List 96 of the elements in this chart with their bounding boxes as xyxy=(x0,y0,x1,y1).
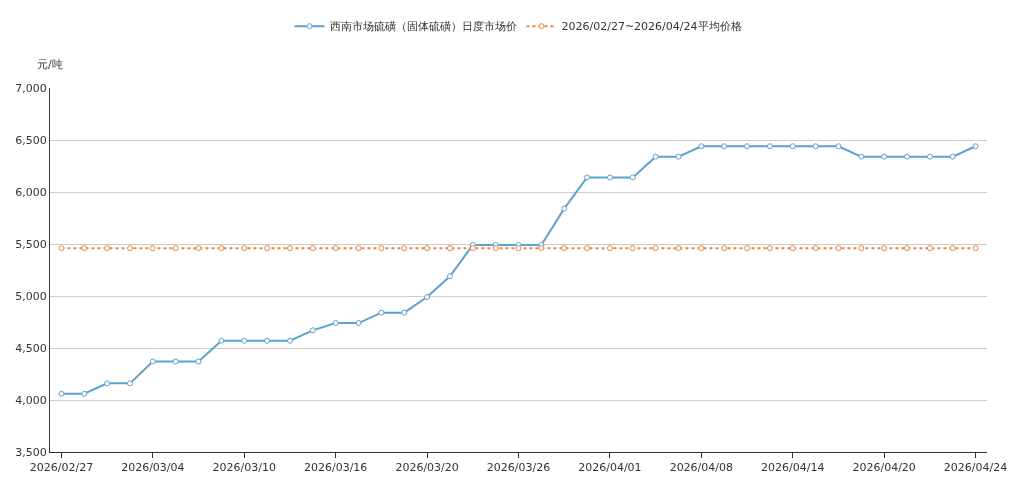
point xyxy=(104,380,111,387)
point xyxy=(264,337,271,344)
point xyxy=(721,143,728,150)
y-tick-label: 7,000 xyxy=(15,81,47,95)
point xyxy=(926,153,933,160)
point xyxy=(812,245,819,252)
point xyxy=(858,245,865,252)
point xyxy=(835,143,842,150)
point xyxy=(264,245,271,252)
point xyxy=(172,245,179,252)
point xyxy=(629,245,636,252)
point xyxy=(126,245,133,252)
point xyxy=(972,245,979,252)
point xyxy=(195,245,202,252)
legend-label: 2026/02/27~2026/04/24平均价格 xyxy=(561,20,742,34)
point xyxy=(675,153,682,160)
point xyxy=(926,245,933,252)
point xyxy=(172,358,179,365)
point xyxy=(126,380,133,387)
point xyxy=(332,245,339,252)
point xyxy=(835,245,842,252)
point xyxy=(652,245,659,252)
point xyxy=(698,143,705,150)
point xyxy=(652,153,659,160)
point xyxy=(401,245,408,252)
point xyxy=(149,358,156,365)
point xyxy=(104,245,111,252)
point xyxy=(424,294,431,301)
point xyxy=(584,174,591,181)
y-tick-label: 3,500 xyxy=(15,445,47,459)
point xyxy=(606,174,613,181)
point xyxy=(881,245,888,252)
point xyxy=(766,143,773,150)
x-tick-label: 2026/03/10 xyxy=(212,461,276,475)
x-tick-label: 2026/03/26 xyxy=(486,461,551,475)
x-tick-label: 2026/04/01 xyxy=(578,461,642,475)
point xyxy=(401,309,408,316)
point xyxy=(446,245,453,252)
point xyxy=(309,245,316,252)
point xyxy=(675,245,682,252)
y-tick-label: 4,000 xyxy=(15,393,47,407)
point xyxy=(378,245,385,252)
point xyxy=(789,143,796,150)
point xyxy=(949,153,956,160)
point xyxy=(218,337,225,344)
point xyxy=(972,143,979,150)
point xyxy=(149,245,156,252)
point xyxy=(744,143,751,150)
point xyxy=(446,273,453,280)
x-tick-label: 2026/04/14 xyxy=(761,461,825,475)
point xyxy=(561,245,568,252)
point xyxy=(606,245,613,252)
point xyxy=(904,153,911,160)
point xyxy=(81,390,88,397)
point xyxy=(81,245,88,252)
y-tick-label: 6,500 xyxy=(15,133,47,147)
point xyxy=(698,245,705,252)
x-tick-label: 2026/03/20 xyxy=(395,461,459,475)
point xyxy=(561,205,568,212)
x-tick-label: 2026/02/27 xyxy=(29,461,94,475)
point xyxy=(355,245,362,252)
point xyxy=(949,245,956,252)
y-tick-label: 5,500 xyxy=(15,237,47,251)
point xyxy=(378,309,385,316)
point xyxy=(309,327,316,334)
point xyxy=(812,143,819,150)
point xyxy=(629,174,636,181)
point xyxy=(332,320,339,327)
point xyxy=(721,245,728,252)
point xyxy=(286,245,293,252)
point xyxy=(766,245,773,252)
x-tick-label: 2026/04/24 xyxy=(943,461,1008,475)
point xyxy=(424,245,431,252)
point xyxy=(881,153,888,160)
legend-label: 西南市场硫磺（固体硫磺）日度市场价 xyxy=(329,20,517,34)
point xyxy=(241,245,248,252)
point xyxy=(286,337,293,344)
x-tick-label: 2026/04/08 xyxy=(669,461,734,475)
y-axis-title: 元/吨 xyxy=(37,58,63,71)
x-tick-label: 2026/04/20 xyxy=(852,461,916,475)
point xyxy=(584,245,591,252)
point xyxy=(744,245,751,252)
point xyxy=(858,153,865,160)
point xyxy=(58,245,65,252)
point xyxy=(355,320,362,327)
y-tick-label: 4,500 xyxy=(15,341,47,355)
point xyxy=(789,245,796,252)
y-tick-label: 6,000 xyxy=(15,185,47,199)
point xyxy=(218,245,225,252)
point xyxy=(904,245,911,252)
y-tick-label: 5,000 xyxy=(15,289,47,303)
point xyxy=(195,358,202,365)
point xyxy=(58,390,65,397)
point xyxy=(241,337,248,344)
x-tick-label: 2026/03/16 xyxy=(303,461,368,475)
x-tick-label: 2026/03/04 xyxy=(121,461,185,475)
